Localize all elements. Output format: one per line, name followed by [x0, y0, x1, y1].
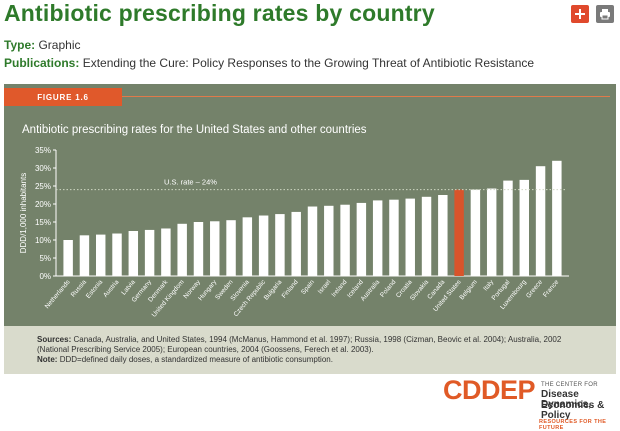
note-label: Note:	[37, 355, 58, 364]
x-tick-label: France	[542, 278, 561, 298]
bar	[552, 160, 562, 276]
bar	[307, 206, 318, 276]
bar	[258, 215, 269, 276]
sources-line-2: (National Prescribing Service 2005); Eur…	[37, 345, 374, 354]
publications-line: Publications: Extending the Cure: Policy…	[4, 56, 534, 70]
bar	[486, 188, 497, 276]
type-label: Type:	[4, 38, 36, 52]
printer-glyph	[600, 9, 610, 20]
bar	[535, 166, 546, 276]
sources-label: Sources:	[37, 335, 72, 344]
sources-line-1: Sources: Canada, Australia, and United S…	[37, 335, 606, 345]
bar	[405, 198, 415, 276]
bar	[79, 235, 90, 276]
type-line: Type: Graphic	[4, 38, 81, 52]
logo-small-text: THE CENTER FOR	[541, 382, 598, 388]
bar	[470, 189, 481, 276]
logo-tagline: RESOURCES FOR THE FUTURE	[539, 419, 607, 431]
y-tick-label: 20%	[35, 200, 51, 209]
bar	[324, 205, 334, 276]
x-tick-label: Finland	[281, 278, 300, 299]
bar	[438, 195, 448, 276]
notes-panel: Sources: Canada, Australia, and United S…	[4, 326, 616, 374]
x-tick-label: Austria	[102, 278, 121, 298]
y-tick-label: 5%	[39, 254, 51, 263]
note-text: DDD=defined daily doses, a standardized …	[59, 355, 333, 364]
plus-glyph	[575, 9, 585, 19]
logo-wordmark: CDDEP	[443, 375, 536, 405]
figure-tag: FIGURE 1.6	[4, 88, 122, 106]
bar	[503, 180, 513, 276]
plus-icon[interactable]	[571, 5, 589, 23]
bar	[421, 196, 432, 276]
publications-label: Publications:	[4, 56, 80, 70]
bar	[226, 220, 236, 276]
logo-line-1: Disease Dynamics,	[541, 389, 592, 410]
bar	[356, 202, 367, 276]
y-tick-label: 30%	[35, 164, 51, 173]
y-tick-label: 35%	[35, 146, 51, 155]
type-value: Graphic	[38, 38, 81, 52]
y-tick-label: 15%	[35, 218, 51, 227]
bar	[144, 229, 155, 276]
chart-title: Antibiotic prescribing rates for the Uni…	[22, 124, 367, 136]
y-tick-label: 0%	[39, 272, 51, 281]
bar-highlight	[454, 189, 464, 276]
bar	[193, 222, 204, 276]
x-tick-label: Bulgaria	[263, 278, 284, 301]
bar	[128, 231, 139, 276]
x-tick-label: Greece	[525, 279, 544, 300]
sources-text-1: Canada, Australia, and United States, 19…	[73, 335, 562, 344]
bar	[177, 223, 187, 276]
x-tick-label: Estonia	[85, 278, 105, 299]
bar	[372, 200, 383, 276]
bar	[291, 211, 301, 276]
bar	[340, 204, 350, 276]
x-tick-label: Belgium	[458, 279, 478, 301]
bar	[161, 228, 171, 276]
x-tick-label: Spain	[300, 278, 316, 296]
bar	[519, 179, 529, 276]
figure-panel: FIGURE 1.6 Antibiotic prescribing rates …	[4, 84, 616, 374]
page-title: Antibiotic prescribing rates by country	[4, 0, 435, 26]
bar	[210, 221, 220, 276]
y-axis-label: DDD/1,000 inhabitants	[19, 173, 28, 254]
bar	[63, 240, 73, 276]
bar-chart: 0% 5% 10% 15% 20% 25% 30% 35% DDD/1,000 inhabita…	[19, 146, 569, 319]
cddep-logo[interactable]: CDDEP THE CENTER FOR Disease Dynamics, E…	[443, 375, 619, 431]
bar	[112, 233, 122, 276]
x-tick-label: Netherlands	[44, 278, 72, 310]
printer-icon[interactable]	[596, 5, 614, 23]
y-tick-label: 25%	[35, 182, 51, 191]
x-tick-label: Italy	[482, 278, 496, 292]
bar	[275, 214, 285, 276]
bar	[242, 217, 253, 276]
figure-rule	[122, 96, 610, 97]
reference-line-label: U.S. rate – 24%	[164, 178, 217, 187]
note-line: Note: DDD=defined daily doses, a standar…	[37, 355, 606, 365]
publication-link[interactable]: Extending the Cure: Policy Responses to …	[82, 56, 535, 70]
bar	[96, 234, 106, 276]
y-tick-label: 10%	[35, 236, 51, 245]
bar	[389, 199, 399, 276]
logo-line-2: Economics & Policy	[541, 400, 605, 421]
